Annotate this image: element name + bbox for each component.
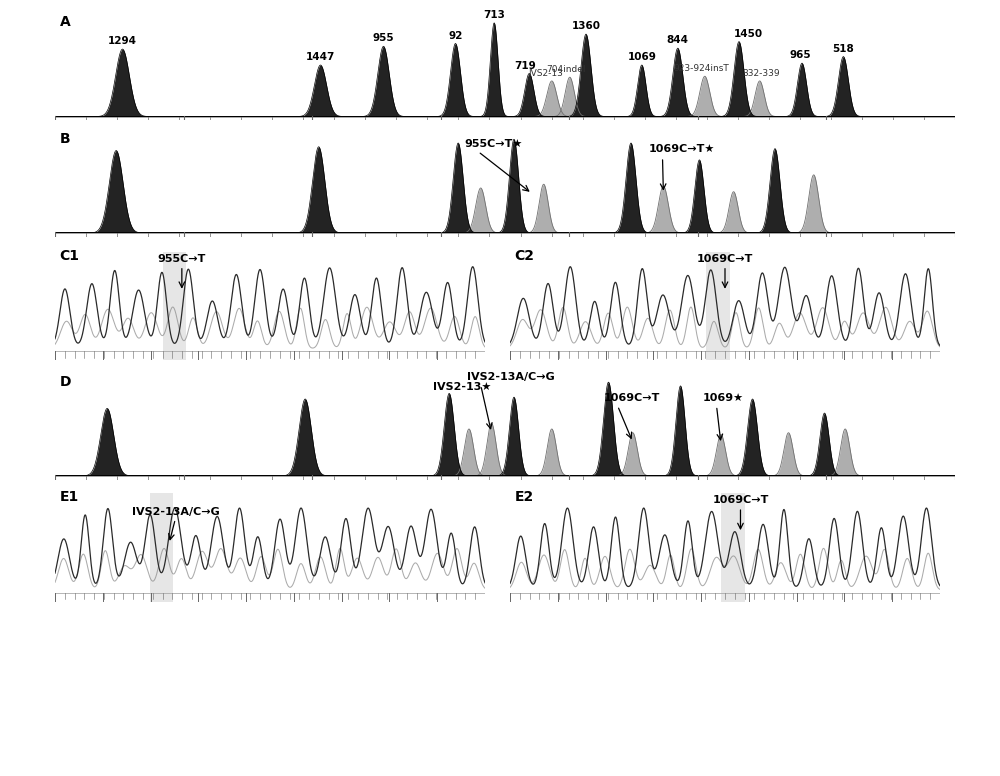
Text: C1: C1 <box>59 249 79 263</box>
Text: IVS2-13★: IVS2-13★ <box>433 382 491 392</box>
Text: IVS2-13: IVS2-13 <box>528 69 563 78</box>
Text: 1360: 1360 <box>572 21 600 31</box>
Bar <box>150 493 173 601</box>
Text: 518: 518 <box>833 43 854 54</box>
Text: 965: 965 <box>789 50 811 61</box>
Bar <box>706 251 730 360</box>
Text: 1069★: 1069★ <box>703 393 744 403</box>
Text: 1069C→T: 1069C→T <box>697 254 753 264</box>
Text: 1069C→T★: 1069C→T★ <box>649 144 715 154</box>
Text: 92: 92 <box>448 31 463 40</box>
Text: 955C→T: 955C→T <box>158 254 206 264</box>
Text: 704indel: 704indel <box>546 65 586 74</box>
Text: 1294: 1294 <box>108 36 137 47</box>
Text: 1069C→T: 1069C→T <box>604 393 660 403</box>
Bar <box>163 251 186 360</box>
Text: D: D <box>60 375 71 389</box>
Text: 923-924insT: 923-924insT <box>673 64 729 74</box>
Text: C2: C2 <box>514 249 534 263</box>
Text: 1450: 1450 <box>733 29 763 39</box>
Text: 719: 719 <box>514 61 536 71</box>
Text: 955C→T★: 955C→T★ <box>465 139 523 149</box>
Text: B: B <box>60 132 70 146</box>
Bar <box>721 493 745 601</box>
Text: 713: 713 <box>483 10 505 20</box>
Text: 1069: 1069 <box>627 52 656 62</box>
Text: 955: 955 <box>373 33 394 43</box>
Text: 332-339: 332-339 <box>743 69 780 78</box>
Text: IVS2-13A/C→G: IVS2-13A/C→G <box>467 372 555 382</box>
Text: 1069C→T: 1069C→T <box>712 495 769 505</box>
Text: E2: E2 <box>514 490 534 504</box>
Text: E1: E1 <box>59 490 79 504</box>
Text: 1447: 1447 <box>306 52 335 62</box>
Text: IVS2-13A/C→G: IVS2-13A/C→G <box>132 507 219 517</box>
Text: A: A <box>60 16 70 29</box>
Text: 844: 844 <box>667 36 689 45</box>
